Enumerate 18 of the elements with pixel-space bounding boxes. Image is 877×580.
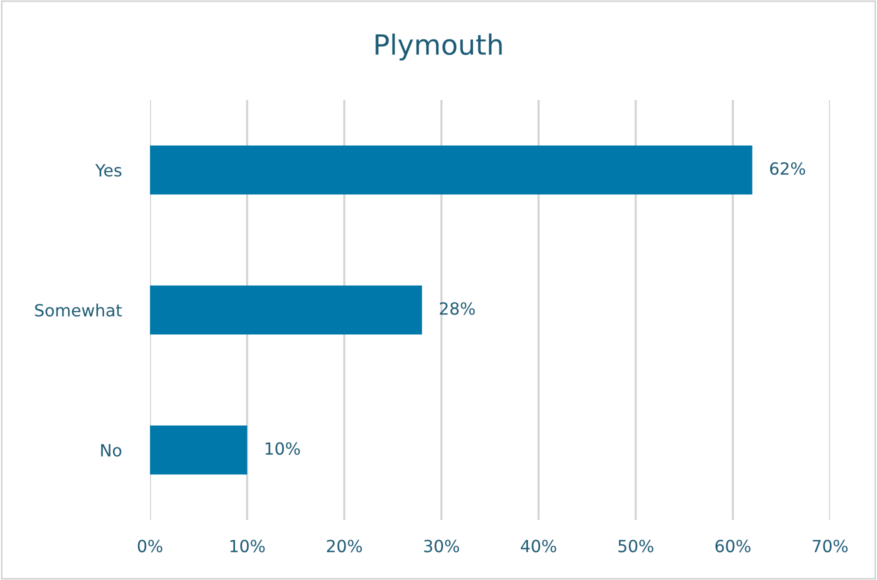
x-tick-label: 10% xyxy=(230,540,265,552)
chart-title: Plymouth xyxy=(376,34,502,60)
x-tick-label: 0% xyxy=(138,540,162,552)
x-tick-label: 30% xyxy=(424,540,460,552)
x-tick-label: 40% xyxy=(520,540,556,552)
y-tick-label: No xyxy=(101,444,122,457)
x-tick-label: 50% xyxy=(618,540,654,552)
x-tick-label: 60% xyxy=(716,540,750,552)
bar xyxy=(150,286,422,334)
bar xyxy=(150,146,752,194)
data-label: 10% xyxy=(266,442,300,455)
data-label: 28% xyxy=(440,302,475,315)
bar xyxy=(150,426,248,474)
y-tick-label: Yes xyxy=(95,164,122,177)
x-tick-label: 70% xyxy=(812,540,848,552)
x-tick-label: 20% xyxy=(326,540,362,552)
y-tick-label: Somewhat xyxy=(35,304,122,317)
data-label: 62% xyxy=(770,162,806,175)
